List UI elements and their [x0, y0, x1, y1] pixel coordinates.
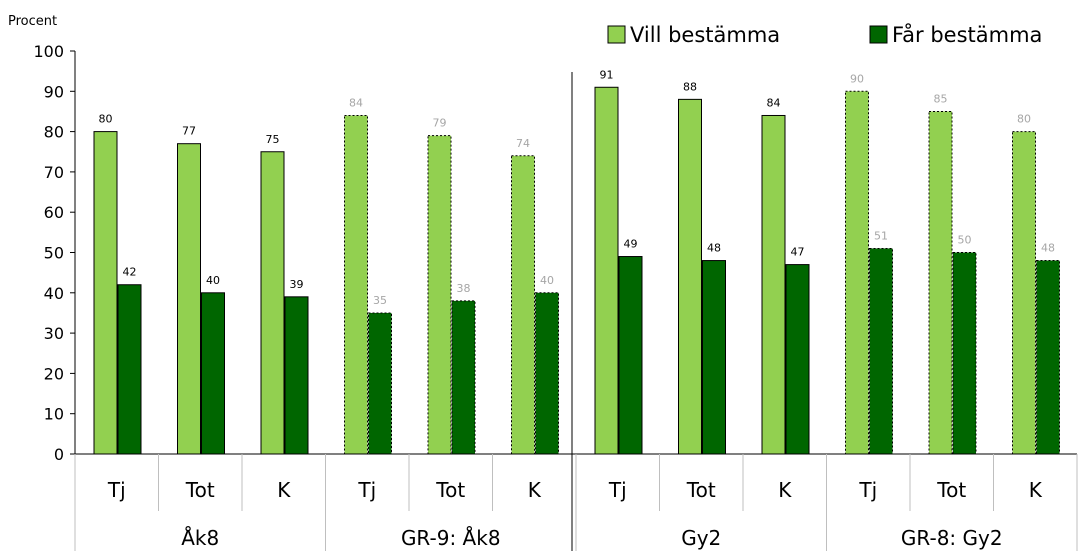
data-label: 49 — [624, 238, 638, 251]
bar-far — [284, 296, 309, 455]
y-tick-label: 70 — [44, 163, 64, 182]
x-group-label: GR-9: Åk8 — [401, 526, 501, 550]
bar-far — [785, 264, 810, 455]
bar-far — [535, 292, 559, 455]
x-category-label: Tot — [185, 478, 215, 502]
bar-far — [702, 260, 726, 455]
data-label: 85 — [934, 92, 948, 105]
bar-vill — [260, 151, 285, 455]
bar-vill — [1012, 131, 1036, 455]
data-label: 77 — [182, 125, 196, 138]
y-tick-label: 100 — [33, 42, 64, 61]
data-labels: 80 42 77 40 75 39 84 35 79 38 74 40 91 49 88 48 84 47 90 51… — [99, 68, 1056, 307]
legend-label-far: Får bestämma — [892, 22, 1042, 47]
y-axis: 0 10 20 30 40 50 60 70 80 90 100 — [33, 42, 76, 464]
bar-far — [618, 256, 643, 455]
bar-far — [1036, 260, 1060, 455]
bar-vill — [761, 114, 786, 455]
y-tick-label: 10 — [44, 405, 64, 424]
bar-vill — [511, 155, 535, 455]
bar-vill — [344, 114, 368, 455]
x-category-label: Tot — [686, 478, 716, 502]
data-label: 38 — [457, 282, 471, 295]
data-label: 84 — [767, 96, 781, 109]
x-category-label: Tj — [357, 478, 376, 502]
data-label: 48 — [707, 242, 721, 255]
x-category-label: Tot — [435, 478, 465, 502]
bar-far — [869, 247, 893, 455]
data-label: 47 — [791, 246, 805, 259]
data-label: 51 — [874, 229, 888, 242]
data-label: 80 — [1017, 113, 1031, 126]
data-label: 80 — [99, 113, 113, 126]
data-label: 90 — [850, 72, 864, 85]
y-tick-label: 50 — [44, 244, 64, 263]
data-label: 35 — [373, 294, 387, 307]
x-axis: Tj Tot K Tj Tot K Tj Tot K Tj Tot K Åk8 GR-9: Åk8 Gy2 G… — [74, 72, 1078, 551]
x-category-label: K — [277, 478, 291, 502]
y-tick-label: 60 — [44, 203, 64, 222]
x-category-label: K — [1029, 478, 1043, 502]
y-tick-label: 40 — [44, 284, 64, 303]
data-label: 88 — [683, 80, 697, 93]
legend-swatch-vill — [607, 25, 626, 44]
data-label: 74 — [516, 137, 530, 150]
bar-vill — [594, 86, 619, 455]
x-category-label: Tj — [858, 478, 877, 502]
x-group-label: Åk8 — [181, 526, 219, 550]
x-category-label: Tj — [107, 478, 126, 502]
data-label: 84 — [349, 96, 363, 109]
data-label: 48 — [1041, 242, 1055, 255]
bars — [93, 86, 1060, 455]
y-tick-label: 20 — [44, 364, 64, 383]
x-group-label: Gy2 — [681, 526, 721, 550]
bar-vill — [928, 110, 953, 455]
bar-far — [201, 292, 225, 455]
bar-vill — [177, 143, 201, 455]
data-label: 50 — [958, 234, 972, 247]
data-label: 79 — [433, 117, 447, 130]
y-axis-title: Procent — [8, 14, 57, 29]
data-label: 75 — [266, 133, 280, 146]
y-tick-label: 30 — [44, 324, 64, 343]
data-label: 39 — [290, 278, 304, 291]
bar-far — [117, 284, 142, 455]
y-tick-label: 0 — [54, 445, 64, 464]
bar-vill — [427, 135, 452, 455]
bar-far — [952, 252, 977, 455]
legend-label-vill: Vill bestämma — [630, 23, 780, 47]
x-group-label: GR-8: Gy2 — [901, 526, 1003, 550]
bar-vill — [93, 131, 118, 455]
legend-swatch-far — [869, 25, 888, 44]
data-label: 40 — [540, 274, 554, 287]
data-label: 42 — [123, 266, 137, 279]
legend: Vill bestämma Får bestämma — [607, 22, 1042, 47]
bar-far — [368, 312, 392, 455]
data-label: 91 — [600, 68, 614, 81]
x-category-label: K — [778, 478, 792, 502]
bar-vill — [845, 90, 869, 455]
y-tick-label: 80 — [44, 123, 64, 142]
bar-far — [451, 300, 476, 455]
data-label: 40 — [206, 274, 220, 287]
y-tick-label: 90 — [44, 82, 64, 101]
bar-vill — [678, 98, 702, 455]
x-category-label: Tj — [608, 478, 627, 502]
x-category-label: Tot — [936, 478, 966, 502]
x-category-label: K — [528, 478, 542, 502]
